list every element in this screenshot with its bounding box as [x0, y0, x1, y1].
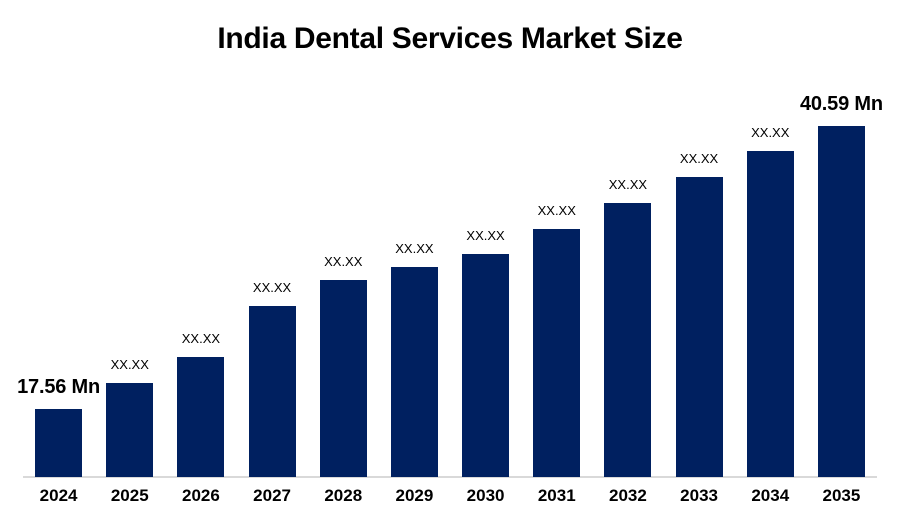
x-tick-label-2031: 2031	[537, 486, 576, 505]
bar-2026	[177, 357, 225, 477]
bar-2034	[746, 151, 794, 477]
x-tick-label-2025: 2025	[110, 486, 149, 505]
bar-value-label-2033: XX.XX	[679, 151, 719, 166]
bar-2027	[248, 306, 296, 477]
x-tick-label-2034: 2034	[751, 486, 790, 505]
bar-value-label-2031: XX.XX	[537, 203, 576, 218]
bar-value-label-2027: XX.XX	[252, 280, 292, 295]
x-axis-line	[23, 476, 877, 478]
bar-2030	[462, 254, 510, 477]
bar-value-label-2028: XX.XX	[324, 254, 363, 269]
bar-2032	[604, 203, 652, 477]
x-tick-label-2035: 2035	[822, 486, 861, 505]
bar-2024	[35, 409, 83, 477]
bar-2031	[533, 229, 581, 477]
x-tick-label-2024: 2024	[39, 486, 78, 505]
x-tick-label-2027: 2027	[253, 486, 291, 505]
x-tick-label-2033: 2033	[680, 486, 718, 505]
bar-value-label-2030: XX.XX	[466, 228, 505, 243]
bar-value-label-2034: XX.XX	[751, 125, 790, 140]
bar-value-label-2029: XX.XX	[395, 241, 434, 256]
bar-2028	[319, 280, 367, 477]
bar-2029	[390, 267, 438, 477]
bar-value-label-2026: XX.XX	[181, 331, 221, 346]
x-tick-label-2029: 2029	[395, 486, 434, 505]
bar-2035	[817, 126, 865, 477]
bar-2033	[675, 177, 723, 477]
bar-value-label-2025: XX.XX	[110, 357, 149, 372]
bar-value-label-2035: 40.59 Mn	[799, 93, 883, 115]
bar-value-label-2032: XX.XX	[608, 177, 648, 192]
x-tick-label-2028: 2028	[324, 486, 363, 505]
chart-title: India Dental Services Market Size	[217, 22, 683, 55]
bar-value-label-2024: 17.56 Mn	[17, 376, 101, 398]
bar-2025	[106, 383, 154, 477]
x-tick-label-2030: 2030	[466, 486, 505, 505]
x-tick-label-2032: 2032	[608, 486, 647, 505]
x-tick-label-2026: 2026	[181, 486, 220, 505]
